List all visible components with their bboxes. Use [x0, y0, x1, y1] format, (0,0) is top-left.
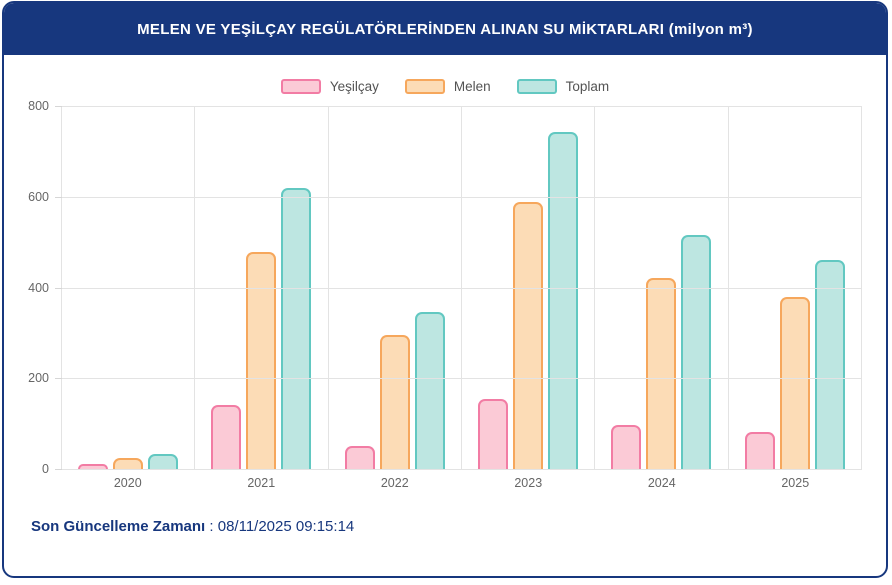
y-tick-mark [55, 378, 62, 380]
x-axis-label-2022: 2022 [380, 476, 409, 490]
bar-yesilcay-2025 [744, 431, 775, 469]
legend-label-melen: Melen [453, 78, 491, 94]
bar-toplam-2023 [548, 131, 579, 469]
gridline-800 [62, 106, 862, 107]
x-axis-label-2020: 2020 [113, 476, 142, 490]
legend-swatch-toplam [516, 78, 557, 94]
bar-melen-2021 [246, 252, 277, 469]
bar-melen-2025 [779, 297, 810, 469]
last-update-value: 08/11/2025 09:15:14 [217, 518, 355, 535]
legend-item-toplam[interactable]: Toplam [516, 78, 610, 94]
legend-swatch-yesilcay [280, 78, 321, 94]
legend-item-yesilcay[interactable]: Yeşilçay [280, 78, 379, 94]
bar-group-2023 [462, 106, 596, 469]
bar-yesilcay-2024 [611, 425, 642, 469]
bar-melen-2024 [646, 278, 677, 469]
bar-toplam-2022 [414, 311, 445, 469]
y-tick-label-800: 800 [28, 99, 49, 113]
gridline-200 [62, 378, 862, 380]
legend-label-yesilcay: Yeşilçay [329, 78, 379, 94]
bar-group-2024 [595, 106, 729, 469]
card-header: MELEN VE YEŞİLÇAY REGÜLATÖRLERİNDEN ALIN… [4, 3, 886, 55]
y-tick-label-600: 600 [28, 189, 49, 204]
bar-yesilcay-2022 [344, 445, 375, 469]
bar-toplam-2020 [148, 453, 179, 469]
last-update-separator: : [205, 518, 218, 535]
bar-melen-2022 [379, 334, 410, 469]
legend-item-melen[interactable]: Melen [404, 78, 491, 94]
y-tick-mark [55, 469, 62, 470]
chart-card: MELEN VE YEŞİLÇAY REGÜLATÖRLERİNDEN ALIN… [2, 1, 888, 578]
bar-melen-2020 [113, 458, 144, 469]
y-tick-label-0: 0 [42, 462, 49, 476]
last-update: Son Güncelleme Zamanı : 08/11/2025 09:15… [31, 518, 886, 535]
y-tick-mark [55, 106, 62, 107]
y-tick-label-400: 400 [28, 280, 49, 295]
x-axis-label-2021: 2021 [247, 476, 276, 490]
bar-yesilcay-2023 [478, 398, 509, 469]
gridline-600 [62, 196, 862, 198]
bar-toplam-2024 [681, 234, 712, 469]
y-tick-label-200: 200 [28, 371, 49, 386]
gridline-0 [62, 469, 862, 470]
bar-yesilcay-2020 [78, 464, 109, 469]
last-update-label: Son Güncelleme Zamanı [31, 518, 206, 535]
x-axis-label-2025: 2025 [781, 476, 810, 490]
bar-toplam-2025 [814, 260, 845, 469]
bar-yesilcay-2021 [211, 404, 242, 469]
bar-toplam-2021 [281, 187, 312, 469]
chart-title: MELEN VE YEŞİLÇAY REGÜLATÖRLERİNDEN ALIN… [137, 20, 753, 38]
x-axis-label-2023: 2023 [514, 476, 543, 490]
bar-group-2025 [729, 106, 862, 469]
legend-swatch-melen [404, 78, 445, 94]
x-axis-label-2024: 2024 [647, 476, 676, 490]
bar-melen-2023 [513, 202, 544, 469]
gridline-400 [62, 287, 862, 289]
plot-area: 800 600 400 200 0 [28, 99, 862, 476]
legend-label-toplam: Toplam [565, 78, 610, 94]
x-axis-labels: 2020 2021 2022 2023 2024 2025 [61, 469, 862, 490]
y-tick-mark [55, 287, 62, 289]
chart-legend: Yeşilçay Melen Toplam [4, 77, 886, 95]
y-tick-mark [55, 196, 62, 198]
